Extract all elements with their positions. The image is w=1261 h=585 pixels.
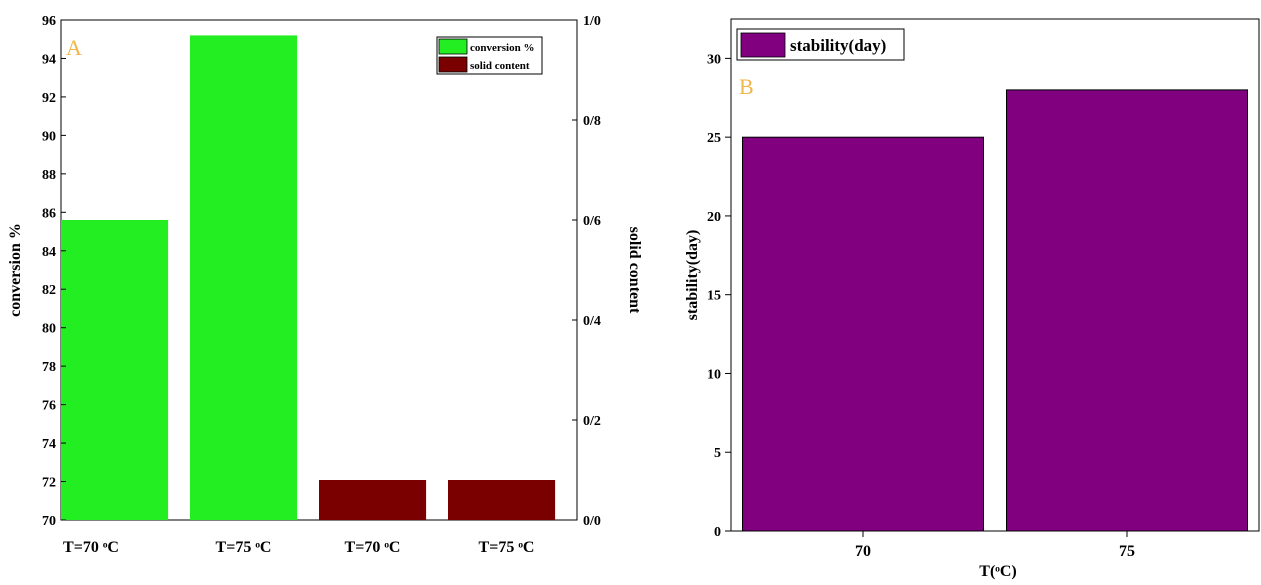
chart-a-right-tick-label-4: 0/8 [583,114,601,129]
chart-b-y-tick-label-2: 10 [707,367,721,382]
chart-b-y-tick-label-6: 30 [707,52,721,67]
chart-a-bar-conversion-0 [61,220,169,520]
chart-a-category-label-1: T=75 ᵒC [216,539,272,556]
chart-a-left-tick-label-10: 90 [42,129,56,144]
chart-a-left-ticks: 70 72 74 76 78 80 82 84 86 88 90 92 94 96 [42,14,66,529]
chart-a-left-tick-label-2: 74 [42,437,56,452]
chart-a-right-tick-label-2: 0/4 [583,314,601,329]
chart-b-bars [742,89,1248,532]
chart-b-y-tick-label-3: 15 [707,289,721,304]
chart-a-left-tick-label-6: 82 [42,283,56,298]
chart-b-bar-1 [1006,89,1248,532]
chart-a-y2-axis-title: solid content [626,227,643,314]
chart-a-legend: conversion % solid content [436,36,543,75]
chart-b-y-ticks: 0 5 10 15 20 25 30 [707,52,731,540]
chart-a-bar-conversion-1 [190,35,298,521]
chart-a-right-tick-label-1: 0/2 [583,414,601,429]
chart-a-right-tick-label-0: 0/0 [583,514,601,529]
chart-a-bar-solid-2 [319,480,427,520]
chart-a-left-tick-label-0: 70 [42,514,56,529]
chart-b-plot-frame [730,18,1260,532]
chart-b-y-tick-label-5: 25 [707,131,721,146]
chart-b-legend-label: stability(day) [790,36,886,55]
chart-a-legend-label-solid: solid content [470,60,530,72]
chart-a-category-label-2: T=70 ᵒC [345,539,401,556]
chart-a-right-tick-label-5: 1/0 [583,14,601,29]
chart-a-left-tick-label-8: 86 [42,206,56,221]
chart-b-category-labels: 70 75 [855,531,1135,560]
chart-b-y-tick-label-4: 20 [707,210,721,225]
chart-a-legend-swatch-solid [438,56,468,73]
chart-a-left-tick-label-13: 96 [42,14,56,29]
chart-a-category-labels: T=70 ᵒC T=75 ᵒC T=70 ᵒC T=75 ᵒC [63,539,534,556]
chart-b-category-label-0: 70 [855,543,871,560]
chart-b-y-axis-title: stability(day) [684,230,701,321]
chart-b-panel-label: B [739,74,754,99]
chart-a-left-tick-label-1: 72 [42,476,56,491]
chart-b-x-axis-title: T(ᵒC) [979,563,1016,580]
chart-a-left-tick-label-11: 92 [42,91,56,106]
chart-a-right-ticks: 0/0 0/2 0/4 0/6 0/8 1/0 [572,14,601,529]
chart-a-category-label-0: T=70 ᵒC [63,539,119,556]
chart-b: 0 5 10 15 20 25 30 70 75 B stability(day) T(ᵒC)… [684,18,1260,580]
chart-b-legend: stability(day) [736,28,905,61]
chart-a-bar-solid-3 [448,480,556,520]
chart-a-left-tick-label-7: 84 [42,245,56,260]
chart-a-left-tick-label-9: 88 [42,168,56,183]
chart-a-bars [61,35,556,521]
chart-a-left-tick-label-5: 80 [42,322,56,337]
chart-a-panel-label: A [66,35,82,60]
chart-a-legend-label-conversion: conversion % [470,42,534,54]
chart-a-left-tick-label-4: 78 [42,360,56,375]
chart-b-y-tick-label-0: 0 [714,525,721,540]
chart-b-bar-0 [742,136,984,532]
chart-a-right-tick-label-3: 0/6 [583,214,601,229]
chart-b-y-tick-label-1: 5 [714,446,721,461]
chart-b-category-label-1: 75 [1119,543,1135,560]
chart-a-y-axis-title: conversion % [7,223,24,317]
chart-b-legend-swatch [740,32,786,58]
chart-a-left-tick-label-3: 76 [42,399,56,414]
chart-a-category-label-3: T=75 ᵒC [479,539,535,556]
chart-a-legend-swatch-conversion [438,38,468,55]
chart-a-left-tick-label-12: 94 [42,52,56,67]
